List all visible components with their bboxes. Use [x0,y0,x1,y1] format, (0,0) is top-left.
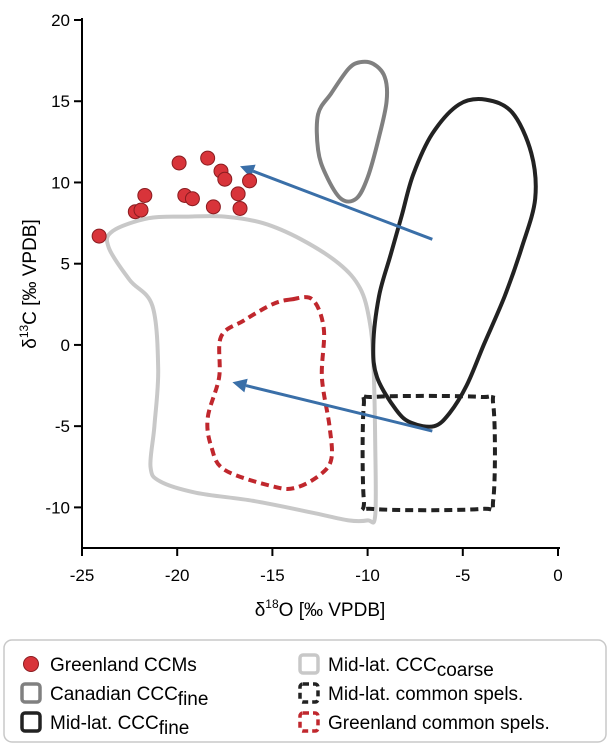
legend-point-marker [24,657,39,672]
data-point [231,187,245,201]
y-tick-label: -10 [45,498,70,517]
y-tick-label: 10 [51,173,70,192]
data-point [233,201,247,215]
data-point [138,188,152,202]
data-point [172,156,186,170]
data-point [185,192,199,206]
trend-arrow-head [232,379,247,393]
data-point [201,151,215,165]
region-greenland-common [207,297,332,489]
y-tick-label: 15 [51,92,70,111]
region-midlat-fine [373,99,536,427]
data-point [134,203,148,217]
x-tick-label: -20 [165,566,190,585]
x-axis-title: δ18O [‰ VPDB] [255,597,386,621]
axes: -10 -5 0 5 10 15 20 -25 -20 -15 -10 -5 0 δ18O [‰ VPDB… [17,11,563,621]
region-outlines [107,62,536,523]
y-tick-label: 0 [61,336,70,355]
region-canadian-fine [317,62,387,202]
legend-label: Mid-lat. common spels. [328,684,523,705]
data-point [243,174,257,188]
y-tick-label: -5 [55,417,70,436]
data-point [206,200,220,214]
data-point [92,229,106,243]
x-tick-label: 0 [553,566,562,585]
y-tick-label: 5 [61,255,70,274]
region-midlat-common [362,395,495,510]
legend: Greenland CCMs Mid-lat. CCCcoarseCanadian… [4,640,606,742]
legend-label: Greenland common spels. [328,713,550,734]
y-tick-label: 20 [51,11,70,30]
trend-arrow-shaft [246,386,432,431]
x-tick-label: -15 [260,566,285,585]
trend-arrows [232,165,432,431]
data-point [218,172,232,186]
y-axis-title: δ13C [‰ VPDB] [17,219,41,349]
legend-label: Greenland CCMs [50,655,197,676]
x-tick-label: -25 [70,566,95,585]
x-tick-label: -10 [355,566,380,585]
x-tick-label: -5 [455,566,470,585]
